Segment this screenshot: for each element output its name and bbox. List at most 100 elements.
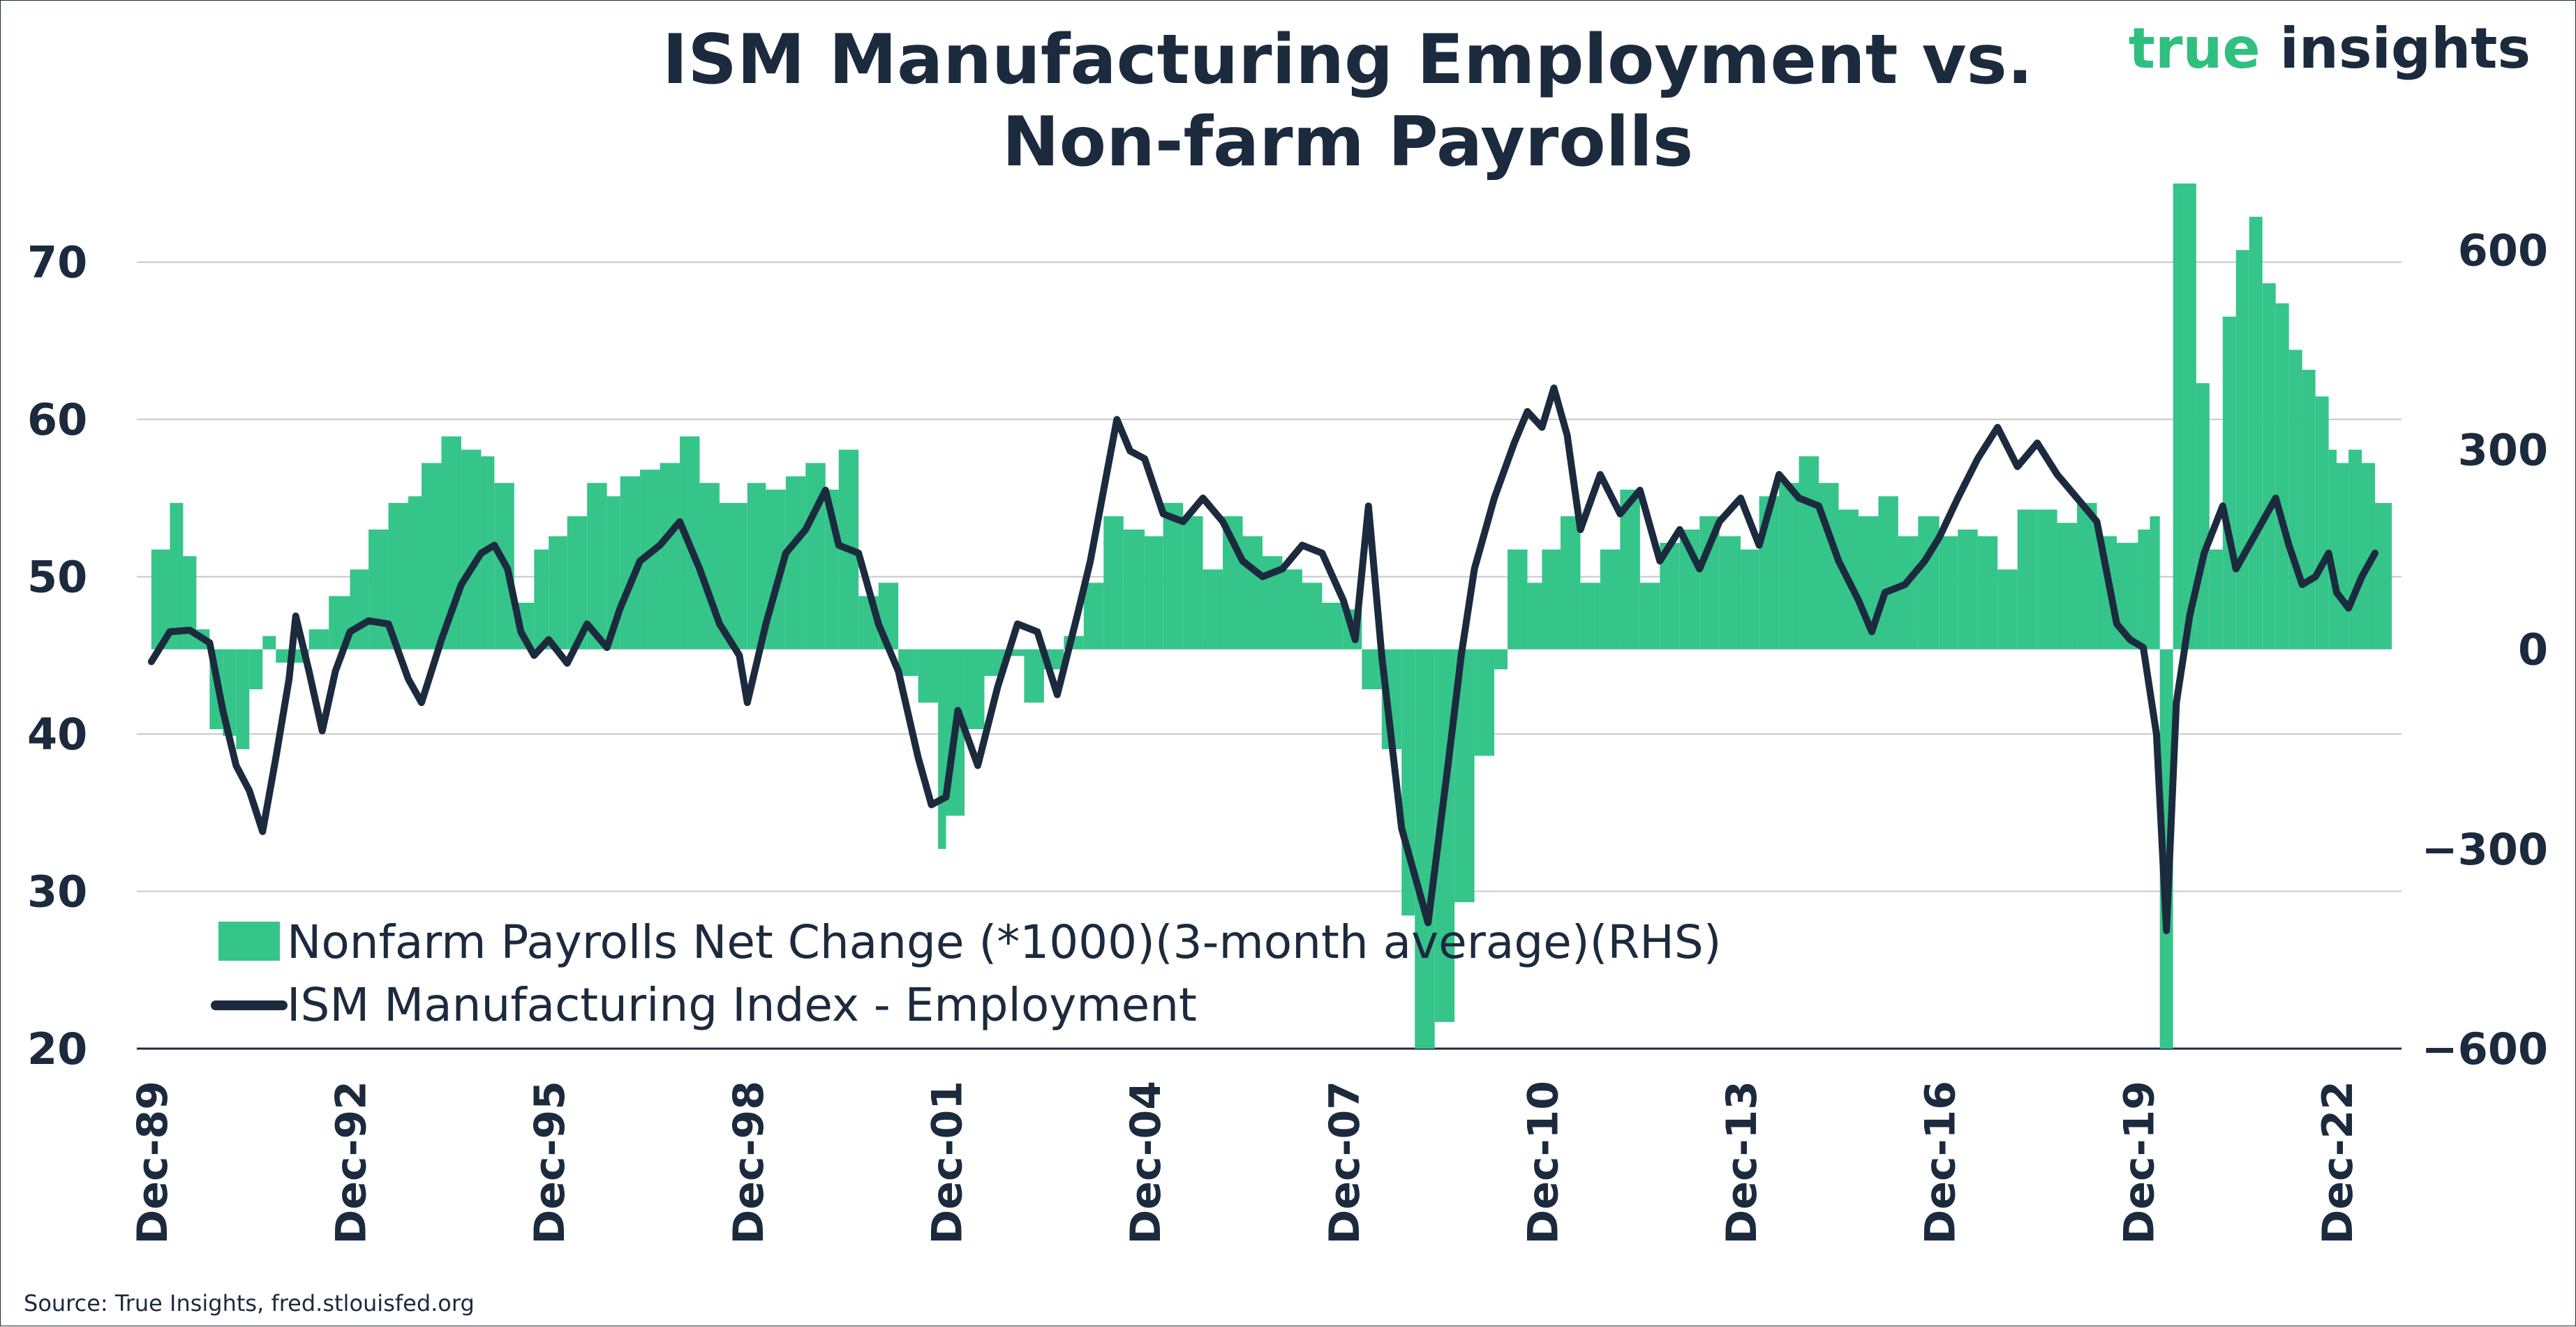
x-axis-tick-label: Dec-95: [526, 1081, 574, 1244]
left-axis-tick-label: 40: [27, 709, 87, 760]
payrolls-bar: [276, 649, 290, 663]
right-axis-tick-label: 600: [2458, 225, 2548, 276]
payrolls-bar: [2159, 649, 2173, 1049]
payrolls-bar: [2235, 250, 2249, 650]
right-axis-tick-label: 300: [2458, 425, 2548, 476]
payrolls-bar: [2315, 396, 2329, 650]
payrolls-bar: [2222, 316, 2236, 650]
x-axis-tick-label: Dec-07: [1320, 1081, 1369, 1244]
payrolls-bar: [1542, 549, 1561, 650]
brand-logo-part2: insights: [2261, 16, 2531, 81]
payrolls-bar: [1977, 536, 1998, 650]
payrolls-bar: [1560, 516, 1581, 650]
payrolls-bar: [747, 483, 766, 650]
payrolls-bar: [2337, 463, 2349, 650]
payrolls-bar: [1183, 516, 1203, 650]
payrolls-bar: [2017, 509, 2038, 650]
payrolls-bar: [1639, 583, 1660, 650]
payrolls-bar: [1719, 536, 1741, 650]
legend-label-line: ISM Manufacturing Index - Employment: [287, 978, 1197, 1032]
payrolls-bar: [1103, 516, 1124, 650]
payrolls-bar: [534, 549, 549, 650]
x-axis-tick-label: Dec-19: [2115, 1081, 2164, 1244]
payrolls-bar: [249, 649, 263, 689]
payrolls-bar: [1494, 649, 1508, 670]
right-axis-tick-label: −600: [2422, 1024, 2548, 1074]
source-note: Source: True Insights, fred.stlouisfed.o…: [24, 1290, 475, 1317]
payrolls-bar: [1997, 569, 2018, 650]
payrolls-bar: [1898, 536, 1919, 650]
payrolls-bar: [1004, 649, 1025, 657]
payrolls-bar: [1878, 496, 1898, 650]
payrolls-bar: [1527, 583, 1542, 650]
payrolls-bar: [2362, 463, 2376, 650]
payrolls-bar: [308, 629, 329, 650]
x-axis-tick-label: Dec-22: [2314, 1081, 2362, 1244]
x-axis-tick-label: Dec-89: [128, 1081, 177, 1244]
payrolls-bar: [2209, 549, 2223, 650]
payrolls-bar: [1203, 569, 1223, 650]
payrolls-bar: [183, 556, 197, 650]
left-axis-tick-label: 20: [27, 1024, 87, 1074]
payrolls-bar: [660, 463, 680, 650]
payrolls-bar: [2288, 350, 2302, 650]
payrolls-bar: [1779, 483, 1799, 650]
chart-title-line1: ISM Manufacturing Employment vs.: [662, 20, 2033, 100]
x-axis-tick-label: Dec-13: [1718, 1081, 1766, 1244]
payrolls-bar: [2262, 283, 2276, 650]
right-axis-tick-label: 0: [2518, 624, 2548, 675]
x-axis-tick-label: Dec-01: [923, 1081, 971, 1244]
payrolls-bar: [2057, 523, 2078, 650]
left-axis-tick-label: 70: [27, 237, 87, 288]
payrolls-bar: [1580, 583, 1600, 650]
payrolls-bar: [587, 483, 607, 650]
payrolls-bar: [421, 463, 442, 650]
line-layer: [147, 384, 2378, 934]
payrolls-bar: [1741, 549, 1759, 650]
payrolls-bar: [2249, 216, 2263, 650]
payrolls-bar: [1282, 569, 1302, 650]
x-axis-tick-label: Dec-16: [1916, 1081, 1965, 1244]
payrolls-bar: [2150, 516, 2160, 650]
payrolls-bar: [2196, 383, 2210, 650]
svg-text:true insights: true insights: [2129, 16, 2531, 81]
left-axis-tick-label: 60: [27, 394, 87, 445]
payrolls-bar: [965, 649, 985, 730]
left-axis-tick-label: 50: [27, 552, 87, 603]
payrolls-bar: [262, 636, 276, 650]
payrolls-bar: [2138, 530, 2150, 650]
payrolls-bar: [1799, 456, 1819, 650]
x-axis-tick-label: Dec-92: [327, 1081, 376, 1244]
payrolls-bar: [2348, 449, 2362, 650]
payrolls-bar: [2037, 509, 2057, 650]
payrolls-bar: [1939, 536, 1958, 650]
payrolls-bar: [2275, 303, 2289, 650]
legend: Nonfarm Payrolls Net Change (*1000)(3-mo…: [211, 915, 1721, 1032]
payrolls-bar: [1958, 530, 1978, 650]
payrolls-bar: [2375, 502, 2392, 650]
payrolls-bar: [1322, 602, 1343, 650]
x-axis-tick-label: Dec-98: [724, 1081, 773, 1244]
payrolls-bar: [1024, 649, 1044, 703]
brand-logo-part1: true: [2129, 16, 2261, 81]
payrolls-bar: [1163, 502, 1184, 650]
payrolls-bar: [938, 649, 946, 849]
x-axis-tick-label: Dec-04: [1122, 1081, 1170, 1244]
payrolls-bar: [2077, 502, 2097, 650]
payrolls-bar: [1123, 530, 1145, 650]
payrolls-bar: [408, 496, 422, 650]
payrolls-bar: [1620, 489, 1640, 650]
tick-layer: 70 60 50 40 30 20 600 300 0 −300 −600 Dec-89 Dec-92 D…: [27, 225, 2548, 1244]
x-axis-tick-label: Dec-10: [1519, 1081, 1568, 1244]
ism-employment-line: [147, 384, 2378, 934]
legend-label-bars: Nonfarm Payrolls Net Change (*1000)(3-mo…: [287, 915, 1721, 969]
payrolls-bar: [1083, 583, 1104, 650]
payrolls-bar: [2173, 183, 2183, 650]
payrolls-bar: [170, 502, 184, 650]
payrolls-bar: [1145, 536, 1163, 650]
payrolls-bar: [350, 569, 369, 650]
payrolls-bar: [918, 649, 939, 703]
payrolls-bar: [2182, 183, 2196, 650]
legend-swatch-bars: [218, 922, 280, 961]
